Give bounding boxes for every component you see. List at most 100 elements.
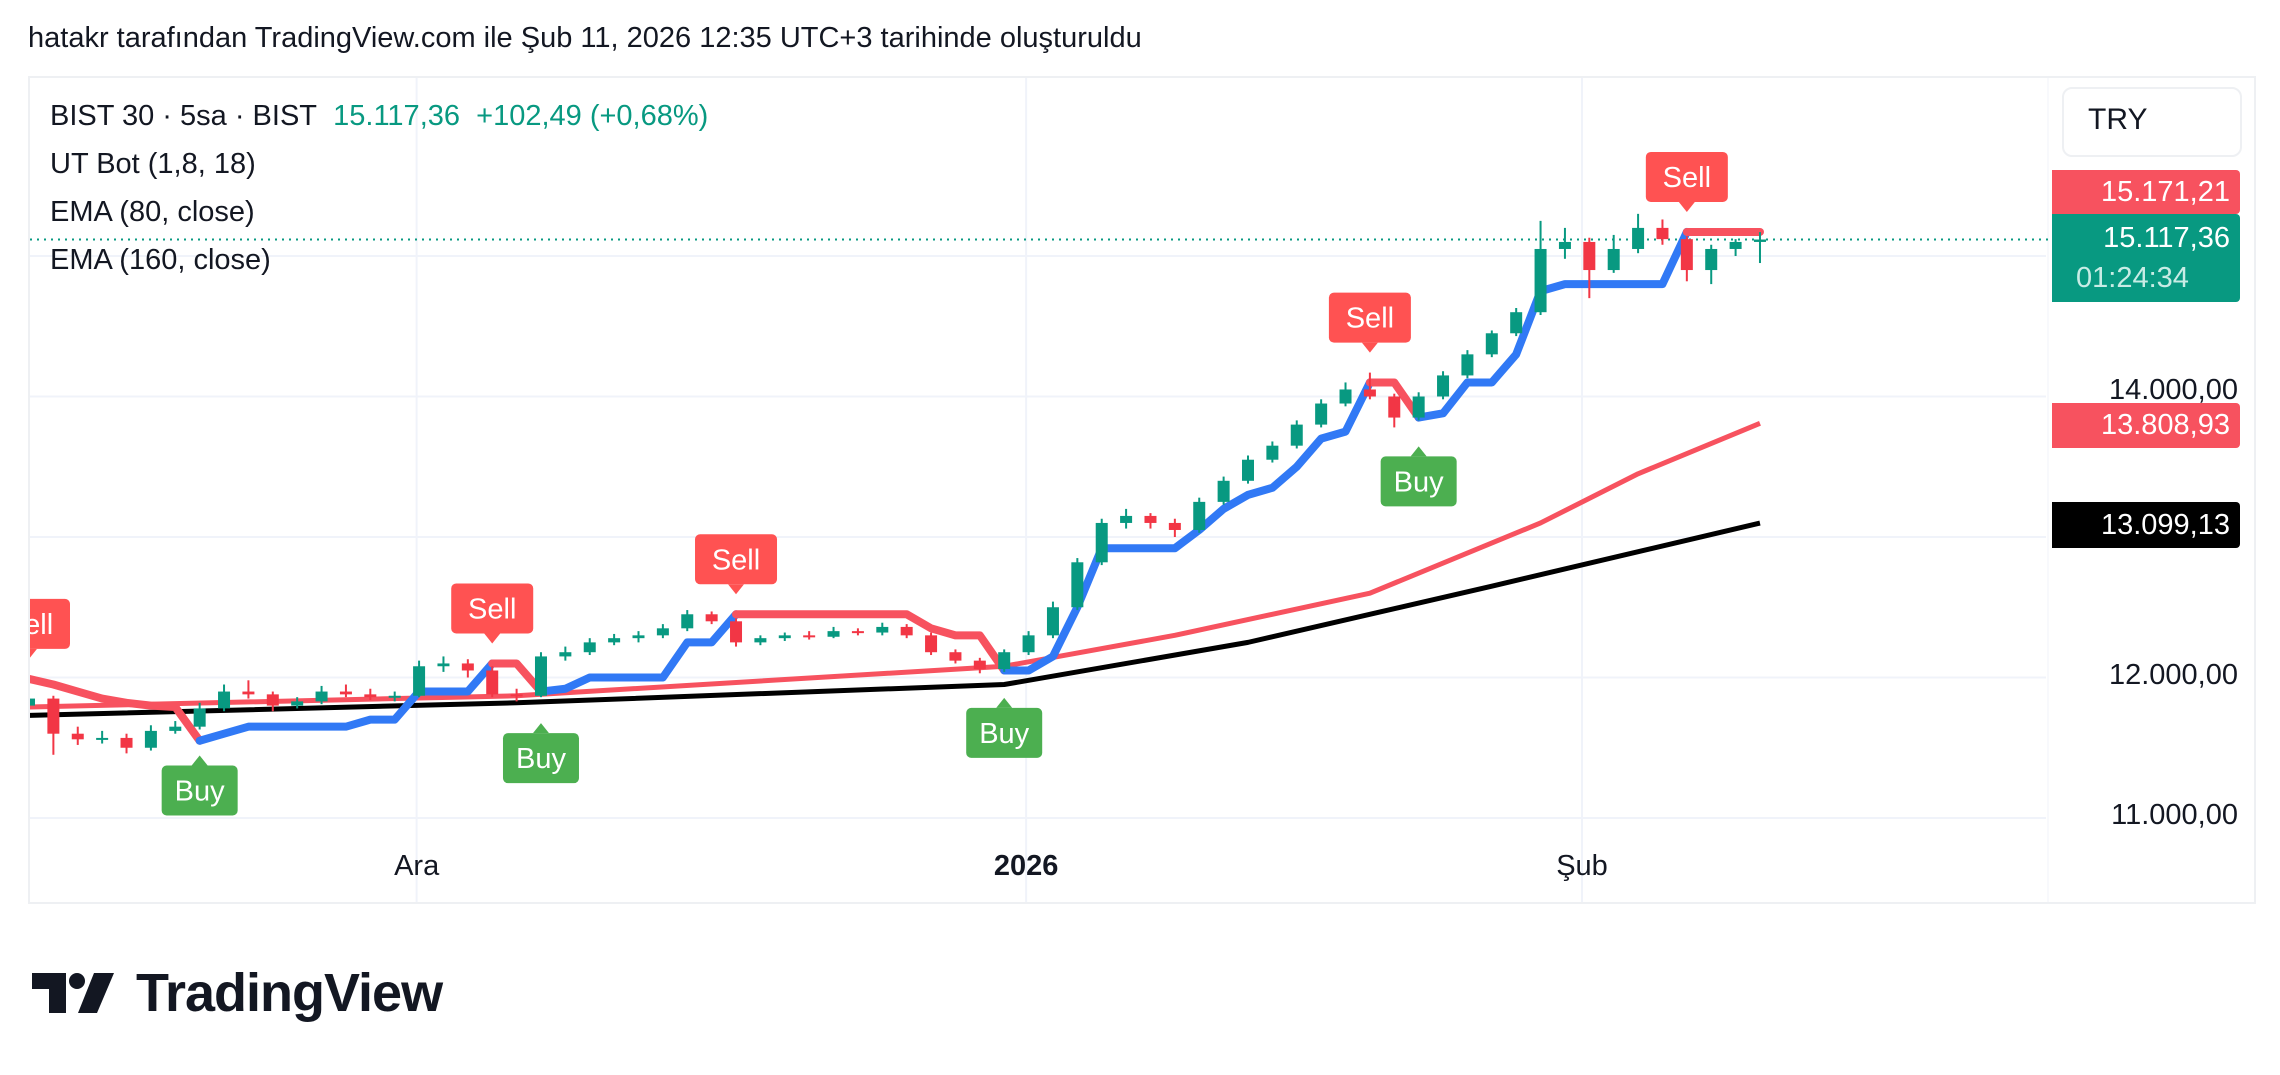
candle-body	[437, 663, 450, 667]
buy-label-box	[966, 707, 1043, 758]
sell-label-box	[30, 598, 70, 649]
candle	[339, 684, 352, 698]
candle	[632, 631, 645, 643]
candle-body	[291, 701, 304, 706]
candle-body	[1266, 445, 1279, 460]
candle-body	[608, 638, 621, 643]
candle	[1242, 455, 1254, 484]
candle	[1485, 330, 1498, 358]
candle	[510, 688, 523, 702]
candle-body	[1217, 480, 1230, 502]
candle	[266, 691, 279, 712]
last-price: 15.117,36	[333, 100, 461, 132]
price-tick-12000: 12.000,00	[2108, 659, 2238, 691]
buy-label-box	[161, 765, 238, 816]
ut-bot-price-tag: 15.171,21	[2052, 170, 2240, 214]
candle	[998, 649, 1011, 672]
candle-body	[973, 660, 986, 670]
candle-body	[1680, 239, 1693, 271]
candle-body	[1753, 239, 1766, 242]
candle-body	[120, 737, 133, 748]
candle	[315, 685, 328, 705]
candle	[461, 659, 474, 678]
candle-body	[364, 694, 377, 698]
candle-body	[169, 726, 182, 731]
candle-body	[803, 635, 816, 638]
candle	[851, 628, 864, 636]
candle	[96, 730, 109, 744]
candle-body	[1705, 248, 1718, 271]
candle	[120, 733, 133, 754]
candle	[778, 632, 791, 641]
candle-body	[534, 656, 547, 696]
candle	[437, 656, 450, 672]
sell-signal[interactable]: Sell	[1328, 292, 1411, 353]
candle-body	[1485, 333, 1498, 355]
buy-label-text: Buy	[979, 718, 1029, 750]
buy-signal[interactable]: Buy	[1380, 446, 1457, 507]
candle-body	[1632, 227, 1645, 249]
ut-bot-stop-short	[488, 659, 545, 696]
candle	[218, 684, 231, 712]
sell-signal[interactable]: Sell	[695, 534, 778, 595]
candle-body	[1363, 389, 1376, 397]
candle	[144, 725, 157, 751]
ut-bot-stop-long	[536, 610, 741, 696]
ut-bot-stop-short	[732, 610, 1009, 675]
sell-label-text: Sell	[468, 593, 516, 625]
candle-body	[144, 730, 157, 748]
sell-pointer	[1678, 201, 1695, 212]
candle-body	[632, 635, 645, 639]
legend-symbol-row[interactable]: BIST 30 · 5sa · BIST 15.117,36 +102,49 (…	[50, 100, 708, 133]
candle	[681, 610, 694, 632]
buy-pointer	[532, 723, 549, 734]
ema160-line	[30, 520, 1761, 718]
sell-label-box	[695, 534, 778, 585]
candle-body	[1168, 522, 1181, 530]
candle	[705, 611, 718, 625]
buy-pointer	[996, 697, 1013, 708]
price-tick-14000: 14.000,00	[2108, 374, 2238, 406]
candle-body	[1339, 389, 1352, 404]
candle	[608, 633, 621, 646]
candle	[242, 680, 255, 699]
tradingview-logo[interactable]: TradingView	[32, 962, 443, 1024]
candle	[1388, 393, 1401, 428]
candle	[803, 631, 816, 640]
ema160-price-tag: 13.099,13	[2052, 502, 2240, 548]
time-tick-ara: Ara	[394, 850, 440, 882]
candle	[1412, 392, 1425, 421]
buy-label-box	[502, 733, 579, 784]
candle-body	[925, 635, 938, 653]
legend-ut-bot[interactable]: UT Bot (1,8, 18)	[50, 148, 256, 180]
candle-body	[1412, 396, 1425, 418]
candle-body	[1144, 515, 1157, 523]
candle	[1168, 518, 1181, 537]
candle-body	[1046, 607, 1059, 636]
currency-button[interactable]: TRY	[2062, 87, 2242, 157]
candle-body	[998, 652, 1011, 670]
sell-label-box	[1645, 151, 1728, 202]
buy-pointer	[1410, 446, 1427, 457]
buy-label-text: Buy	[516, 743, 566, 775]
symbol-name: BIST 30 · 5sa · BIST	[50, 100, 318, 132]
sell-signal[interactable]: Sell	[1645, 151, 1728, 212]
candle	[413, 660, 426, 698]
sell-signal[interactable]: Sell	[0, 598, 70, 659]
sell-signal[interactable]: Sell	[451, 583, 534, 644]
buy-signal[interactable]: Buy	[502, 723, 579, 784]
candle-body	[583, 642, 596, 653]
legend-ema80[interactable]: EMA (80, close)	[50, 196, 255, 228]
candle-body	[949, 652, 962, 661]
sell-label-box	[1328, 292, 1411, 343]
legend-ema160[interactable]: EMA (160, close)	[50, 244, 271, 276]
candle	[1680, 236, 1693, 282]
candle	[827, 626, 840, 639]
buy-signal[interactable]: Buy	[161, 755, 238, 816]
buy-signal[interactable]: Buy	[966, 697, 1043, 758]
price-tick-11000: 11.000,00	[2111, 799, 2238, 831]
candle-body	[71, 733, 84, 740]
candle	[1607, 234, 1620, 273]
ema80-price-tag: 13.808,93	[2052, 403, 2240, 448]
